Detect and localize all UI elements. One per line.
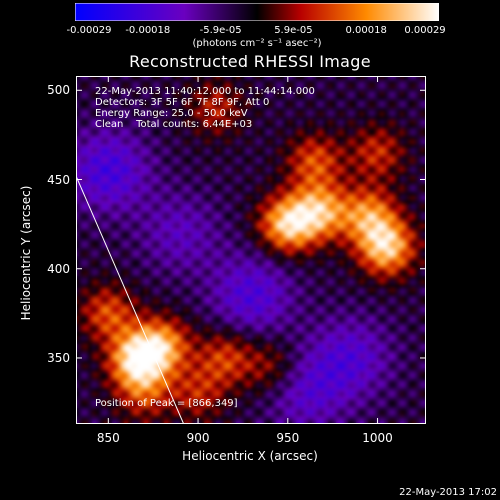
x-tick-label: 1000 [362, 431, 393, 445]
plot-timestamp: 22-May-2013 17:02 [399, 487, 497, 498]
x-tick-label: 900 [186, 431, 210, 445]
x-tick-label: 850 [96, 431, 120, 445]
x-axis-label: Heliocentric X (arcsec) [182, 449, 318, 463]
colorbar-tick-label: -0.00018 [125, 25, 171, 36]
info-energy-range: Energy Range: 25.0 - 50.0 keV [95, 108, 248, 119]
axis-tickmarks [76, 76, 426, 424]
colorbar-unit: (photons cm⁻² s⁻¹ asec⁻²) [192, 38, 322, 49]
info-clean-counts: Clean Total counts: 6.44E+03 [95, 119, 253, 130]
y-tick-label: 350 [47, 350, 70, 365]
y-axis-label: Heliocentric Y (arcsec) [19, 185, 33, 321]
colorbar [75, 3, 439, 21]
peak-position-label: Position of Peak = [866,349] [95, 398, 238, 409]
colorbar-tick-label: -5.9e-05 [199, 25, 242, 36]
limb-line [76, 175, 185, 424]
x-tick-label: 950 [276, 431, 300, 445]
colorbar-gradient [75, 3, 439, 21]
plot-border [76, 76, 426, 424]
colorbar-tick-label: 0.00018 [345, 25, 387, 36]
y-tick-label: 450 [47, 172, 70, 187]
y-tick-label: 400 [47, 261, 70, 276]
heatmap-image [76, 76, 426, 424]
y-tick-label: 500 [47, 83, 70, 98]
chart-title: Reconstructed RHESSI Image [129, 52, 371, 71]
plot-frame [76, 76, 426, 424]
colorbar-tick-label: 5.9e-05 [274, 25, 313, 36]
colorbar-tick-label: 0.00029 [404, 25, 446, 36]
info-time-range: 22-May-2013 11:40:12.000 to 11:44:14.000 [95, 86, 315, 97]
colorbar-tick-label: -0.00029 [66, 25, 112, 36]
info-detectors: Detectors: 3F 5F 6F 7F 8F 9F, Att 0 [95, 97, 270, 108]
